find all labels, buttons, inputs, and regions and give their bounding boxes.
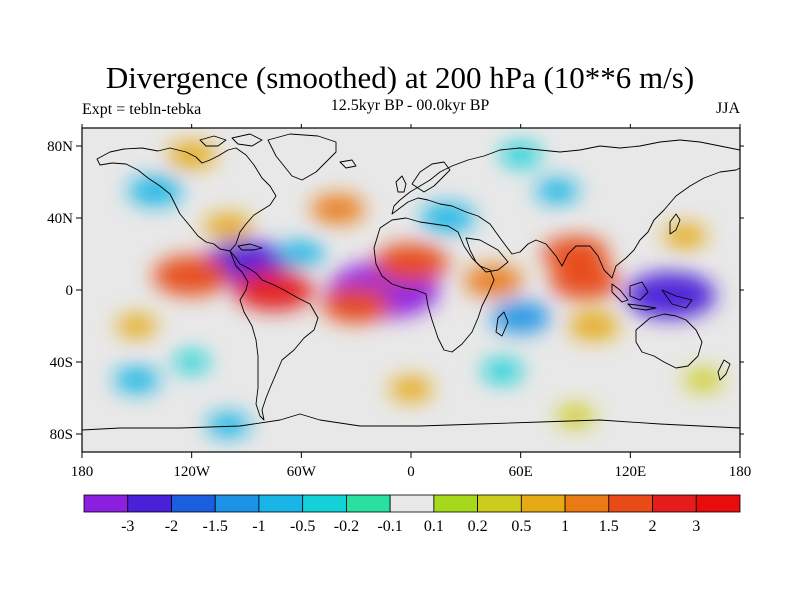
colorbar-box-14: [695, 494, 741, 513]
field-anomaly-22: [113, 366, 160, 394]
season-label: JJA: [715, 100, 740, 117]
period-label: 12.5kyr BP - 00.0kyr BP: [330, 97, 490, 114]
colorbar-label: -3: [121, 518, 134, 535]
colorbar-label: 2: [649, 518, 657, 535]
x-tick-label: 180: [71, 464, 94, 480]
field-anomaly-6: [278, 240, 325, 268]
colorbar-box-13: [652, 494, 697, 513]
colorbar-box-10: [520, 494, 566, 513]
field-anomaly-19: [663, 223, 707, 249]
field-anomaly-3: [491, 300, 551, 334]
map-axes: 180 120W 60W 0 60E 120E 180 80N 40N 0 40S 80S: [47, 124, 751, 480]
colorbar-label: -1: [252, 518, 265, 535]
colorbar-box-3: [214, 494, 260, 513]
colorbar-box-9: [477, 494, 522, 513]
y-tick-label: 0: [66, 283, 74, 299]
field-anomaly-7: [535, 178, 579, 204]
field-anomaly-5: [128, 176, 183, 206]
field-anomaly-12: [549, 262, 620, 300]
y-tick-label: 80S: [50, 427, 73, 443]
field-anomaly-23: [481, 359, 523, 383]
field-anomaly-2: [625, 272, 716, 319]
field-anomaly-20: [116, 314, 158, 338]
colorbar-label: -0.5: [290, 518, 315, 535]
field-anomaly-17: [389, 376, 433, 402]
field-anomaly-10: [373, 243, 449, 283]
field-anomaly-27: [206, 412, 250, 438]
experiment-label: Expt = tebln-tebka: [82, 101, 202, 118]
x-tick-label: 60E: [509, 464, 533, 480]
colorbar-box-11: [564, 494, 610, 513]
colorbar-box-12: [608, 494, 653, 513]
field-anomaly-11: [321, 285, 392, 323]
x-tick-label: 180: [729, 464, 752, 480]
y-tick-label: 80N: [47, 139, 73, 155]
colorbar-label: 0.2: [468, 518, 488, 535]
colorbar-box-5: [302, 494, 347, 513]
field-anomaly-18: [203, 213, 253, 241]
field-anomaly-21: [684, 368, 723, 392]
field-anomaly-24: [173, 351, 210, 373]
field-anomaly-9: [233, 269, 314, 311]
divergence-field: [82, 128, 740, 452]
colorbar-label: -2: [165, 518, 178, 535]
colorbar-label: 1.5: [599, 518, 619, 535]
coastlines: [82, 133, 740, 431]
colorbar-box-0: [83, 494, 129, 513]
x-tick-label: 0: [407, 464, 415, 480]
field-anomaly-8: [153, 255, 231, 296]
colorbar-label: -1.5: [203, 518, 228, 535]
colorbar-label: 0.5: [511, 518, 531, 535]
field-anomaly-4: [420, 203, 475, 233]
field-anomaly-16: [310, 194, 365, 224]
colorbar-label: 0.1: [424, 518, 444, 535]
field-anomaly-15: [568, 311, 620, 341]
colorbar-box-4: [258, 494, 304, 513]
plot-title: Divergence (smoothed) at 200 hPa (10**6 …: [105, 60, 695, 95]
field-anomaly-14: [542, 236, 609, 272]
colorbar-box-7: [389, 494, 435, 513]
colorbar-label: -0.2: [334, 518, 359, 535]
field-anomaly-28: [556, 404, 595, 428]
colorbar-box-8: [433, 494, 478, 513]
colorbar: -3 -2 -1.5 -1 -0.5 -0.2 -0.1 0.1 0.2 0.5 1 1.5 2 3: [83, 494, 741, 535]
field-anomaly-26: [500, 143, 542, 167]
colorbar-label: -0.1: [377, 518, 402, 535]
y-tick-label: 40S: [50, 355, 73, 371]
colorbar-label: 1: [561, 518, 569, 535]
colorbar-box-2: [171, 494, 216, 513]
x-tick-label: 120E: [614, 464, 646, 480]
colorbar-box-6: [345, 494, 391, 513]
colorbar-label: 3: [692, 518, 700, 535]
y-tick-label: 40N: [47, 211, 73, 227]
x-tick-label: 120W: [173, 464, 211, 480]
colorbar-box-1: [127, 494, 172, 513]
x-tick-label: 60W: [287, 464, 317, 480]
